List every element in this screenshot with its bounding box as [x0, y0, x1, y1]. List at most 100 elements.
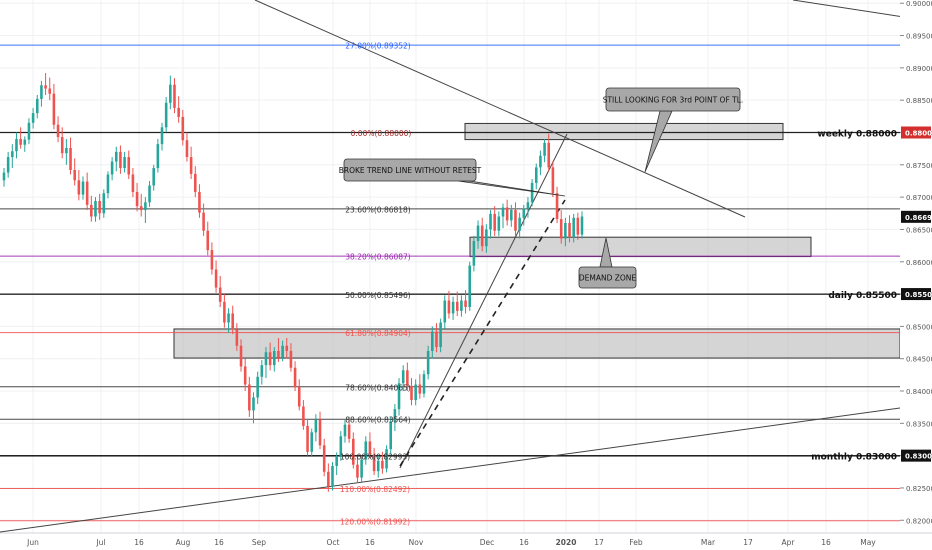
candle-body	[501, 207, 505, 217]
candle-body	[169, 84, 172, 103]
candle-body	[231, 313, 234, 330]
annotation-still-looking-box	[605, 87, 741, 112]
candle-body	[327, 471, 330, 487]
annotation-broke-trendline: BROKE TREND LINE WITHOUT RETEST	[339, 166, 482, 175]
annotation-broke-trendline-pointer	[457, 180, 566, 197]
candle-body	[314, 419, 318, 433]
time-tick-label: 2020	[556, 538, 577, 547]
fib-label: 78.60%(0.84065)	[345, 383, 411, 392]
candle-body	[156, 144, 160, 169]
price-badge-bg	[901, 288, 931, 301]
candle-body	[243, 366, 247, 385]
candle-body	[451, 301, 455, 314]
candle-body	[514, 210, 517, 231]
candle-body	[272, 350, 276, 366]
candle-body	[331, 465, 334, 487]
annotation-demand-zone-box	[578, 266, 637, 289]
candle-body	[123, 157, 126, 169]
candle-body	[530, 182, 534, 203]
candle-body	[360, 459, 363, 478]
candle-body	[11, 151, 14, 158]
candle-body	[572, 217, 575, 238]
grid	[0, 0, 900, 533]
candle-body	[510, 210, 513, 221]
time-tick-label: 17	[743, 538, 753, 547]
candle-body	[460, 300, 463, 311]
candle-body	[6, 157, 10, 173]
candle-body	[322, 445, 326, 472]
candle-body	[81, 181, 85, 195]
candle-body	[114, 151, 118, 162]
fib-label: 120.00%(0.81992)	[340, 517, 410, 526]
fib-label: 88.60%(0.83564)	[345, 416, 411, 425]
horizontal-levels	[0, 44, 900, 522]
candle-body	[135, 191, 139, 207]
annotation-still-looking: STILL LOOKING FOR 3rd POINT OF TL.	[603, 96, 744, 105]
candle-body	[110, 161, 114, 175]
candle-body	[293, 367, 297, 388]
candle-body	[127, 157, 131, 175]
time-tick-label: Sep	[252, 538, 266, 547]
candle-body	[185, 140, 189, 158]
candle-body	[414, 384, 417, 401]
time-tick-label: 16	[134, 538, 144, 547]
candle-body	[214, 269, 218, 288]
candle-body	[77, 180, 81, 195]
price-badge: 0.83000	[905, 453, 932, 461]
fib-label: 100.00%(0.82993)	[340, 453, 410, 462]
candle-body	[472, 241, 476, 266]
candle-body	[277, 350, 280, 358]
candle-body	[339, 436, 343, 457]
candle-body	[505, 207, 509, 221]
candle-body	[551, 167, 555, 194]
time-tick-label: 17	[594, 538, 604, 547]
current-price-badge-bg	[901, 210, 931, 223]
candle-body	[335, 456, 338, 466]
time-axis[interactable]: Jun Jul 16 Aug 16 Sep Oct 16 Nov Dec 16 2020 17 Feb Ma…	[0, 532, 932, 550]
candle-body	[485, 229, 488, 247]
candle-body	[281, 345, 284, 358]
candle-body	[343, 424, 347, 437]
dashed-trendline	[399, 199, 566, 467]
candle-body	[302, 406, 305, 426]
candle-body	[119, 151, 122, 169]
candle-body	[476, 225, 480, 242]
candle-body	[40, 85, 43, 99]
descending-trendline	[254, 0, 746, 218]
candle-body	[435, 331, 438, 348]
candle-body	[289, 350, 293, 368]
candle-body	[406, 370, 409, 386]
candle-body	[480, 225, 484, 247]
candle-body	[73, 169, 76, 181]
key-level-label: daily 0.85500	[828, 291, 897, 301]
candle-body	[27, 122, 31, 140]
candle-body	[518, 217, 521, 231]
candle-body	[447, 300, 451, 314]
candle-body	[356, 464, 359, 478]
candle-body	[306, 425, 309, 452]
candle-body	[422, 374, 426, 394]
candle-body	[543, 142, 546, 156]
candle-body	[368, 441, 372, 455]
key-level-labels: weekly 0.88000 daily 0.85500 monthly 0.830…	[811, 129, 897, 462]
time-tick-label: May	[860, 538, 876, 547]
candle-body	[497, 216, 501, 231]
candle-body	[297, 387, 301, 407]
candle-body	[364, 441, 368, 460]
candles	[2, 73, 584, 492]
candle-body	[389, 422, 393, 450]
ascending-trendline	[399, 133, 568, 469]
candle-body	[202, 212, 205, 231]
candle-body	[426, 350, 430, 375]
candle-body	[385, 449, 388, 469]
price-badge: 0.88000	[905, 129, 932, 137]
zone-top-resistance	[464, 122, 784, 141]
